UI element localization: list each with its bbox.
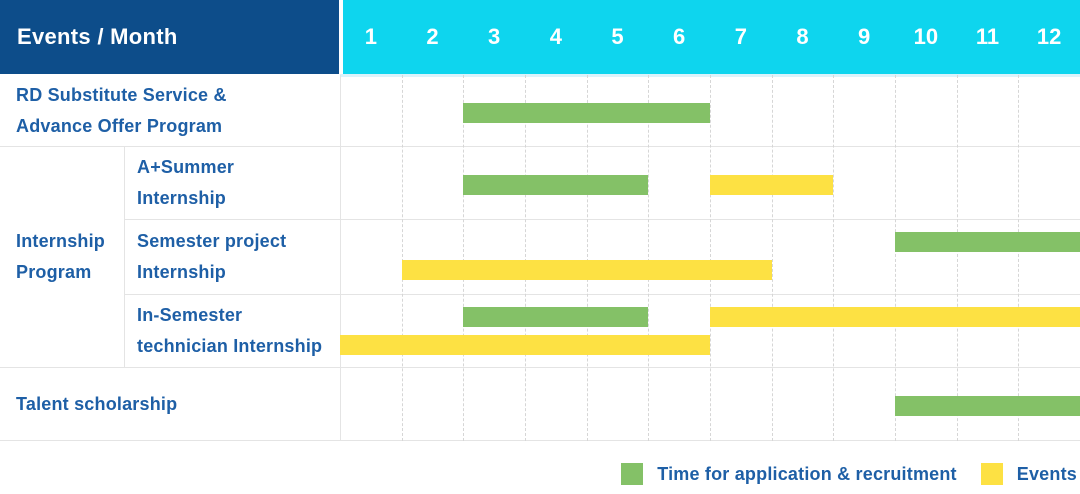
month-label: 5	[611, 24, 624, 49]
legend: Time for application & recruitment Event…	[621, 462, 1077, 486]
gantt-bar-green	[895, 396, 1080, 416]
header-months-band	[343, 0, 1080, 74]
gantt-bar-yellow	[340, 335, 710, 355]
gantt-bar-yellow	[401, 260, 772, 280]
row-label-semester-project-internship: Semester project Internship	[124, 220, 340, 295]
month-labels-layer: 1 2 3 4 5 6 7 8 9 10 11 12	[340, 0, 1080, 74]
month-label: 12	[1036, 24, 1062, 49]
gantt-bars-layer	[340, 75, 1080, 441]
legend-swatch-green-icon	[621, 463, 644, 485]
month-gridline	[710, 75, 711, 441]
header-events-month-cell: Events / Month	[0, 0, 339, 74]
month-label: 10	[913, 24, 939, 49]
gantt-bar-yellow	[710, 307, 1080, 327]
legend-item-events: Events	[980, 463, 1077, 485]
gantt-bar-yellow	[710, 175, 834, 195]
month-gridline	[895, 75, 896, 441]
month-gridline	[956, 75, 958, 441]
month-label: 8	[796, 24, 809, 49]
month-label: 11	[975, 24, 1000, 49]
row-group-internship-program: Internship Program	[0, 147, 124, 368]
row-label-in-semester-technician-internship: In-Semester technician Internship	[124, 295, 340, 368]
legend-item-application-recruitment: Time for application & recruitment	[621, 463, 957, 485]
month-label: 1	[364, 24, 377, 49]
gantt-bar-green	[463, 103, 710, 123]
month-label: 6	[673, 24, 686, 49]
month-gridline	[771, 75, 773, 441]
month-label: 2	[426, 24, 439, 49]
month-gridline	[525, 75, 526, 441]
legend-swatch-yellow-icon	[980, 463, 1003, 485]
month-gridline	[401, 75, 403, 441]
month-gridline	[648, 75, 650, 441]
month-gridline	[833, 75, 835, 441]
month-gridline	[586, 75, 588, 441]
month-label: 4	[549, 24, 562, 49]
gantt-bar-green	[463, 175, 649, 195]
month-label: 9	[858, 24, 871, 49]
month-label: 7	[734, 24, 747, 49]
header-title: Events / Month	[17, 24, 178, 49]
month-gridline	[1018, 75, 1020, 441]
row-label-rd-substitute: RD Substitute Service & Advance Offer Pr…	[0, 75, 340, 147]
month-gridline	[463, 75, 465, 441]
row-label-talent-scholarship: Talent scholarship	[0, 368, 340, 441]
gantt-bar-green	[463, 307, 649, 327]
row-label-a-plus-summer-internship: A+Summer Internship	[124, 147, 340, 220]
gantt-bar-green	[895, 232, 1080, 252]
month-label: 3	[488, 24, 501, 49]
